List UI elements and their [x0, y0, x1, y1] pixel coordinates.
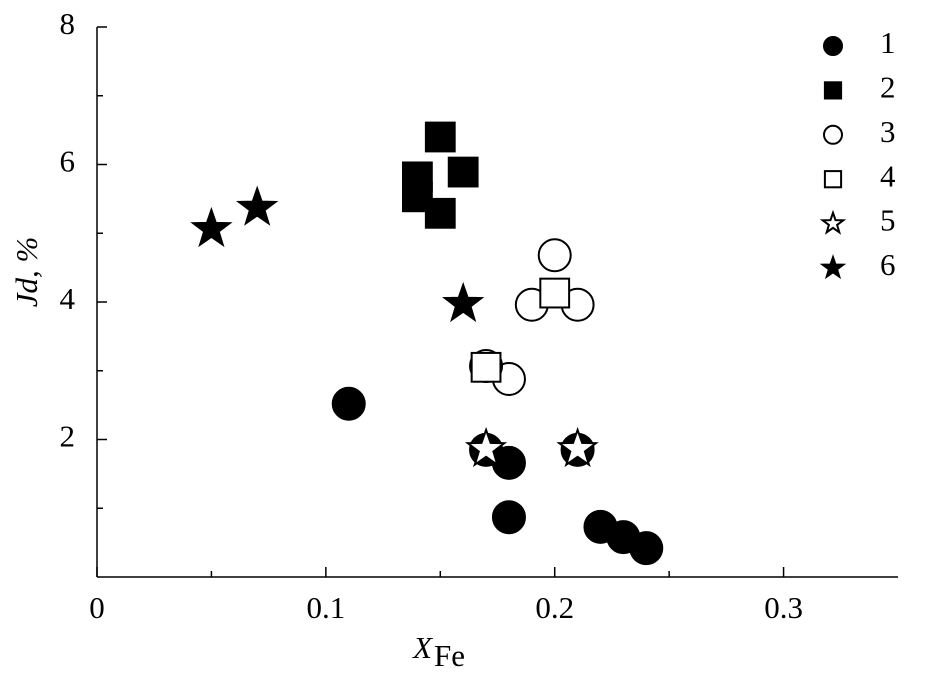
x-tick-label: 0.3: [764, 590, 803, 625]
point: [235, 185, 279, 226]
legend-label: 3: [880, 114, 896, 149]
x-axis-label-subscript: Fe: [434, 638, 465, 673]
legend-marker: [823, 124, 843, 145]
y-tick-label: 6: [60, 144, 76, 179]
x-axis-label: X: [411, 630, 433, 665]
legend-marker: [823, 36, 843, 56]
x-tick-label: 0.2: [535, 590, 574, 625]
y-tick-label: 8: [60, 6, 76, 41]
legend-marker: [819, 254, 847, 280]
legend-marker: [823, 170, 843, 189]
point: [447, 156, 479, 188]
point: [556, 426, 599, 468]
y-tick-label: 2: [60, 419, 76, 454]
point: [491, 500, 526, 535]
legend-marker: [823, 81, 843, 100]
y-axis-label: Jd, %: [9, 237, 44, 308]
y-tick-label: 4: [60, 281, 76, 316]
point: [464, 426, 508, 468]
point: [441, 281, 485, 323]
x-tick-label: 0.1: [306, 590, 345, 625]
legend-label: 6: [880, 247, 896, 282]
point: [331, 386, 366, 421]
point: [470, 351, 502, 383]
point: [424, 121, 456, 153]
point: [539, 277, 571, 309]
point: [629, 531, 664, 566]
x-tick-label: 0: [89, 590, 105, 625]
point: [190, 206, 233, 248]
point: [424, 197, 456, 229]
legend-label: 1: [880, 25, 896, 60]
legend-marker: [819, 209, 847, 235]
point: [537, 238, 572, 273]
legend-label: 2: [880, 70, 896, 105]
legend-label: 4: [880, 158, 896, 193]
legend-label: 5: [880, 203, 896, 238]
